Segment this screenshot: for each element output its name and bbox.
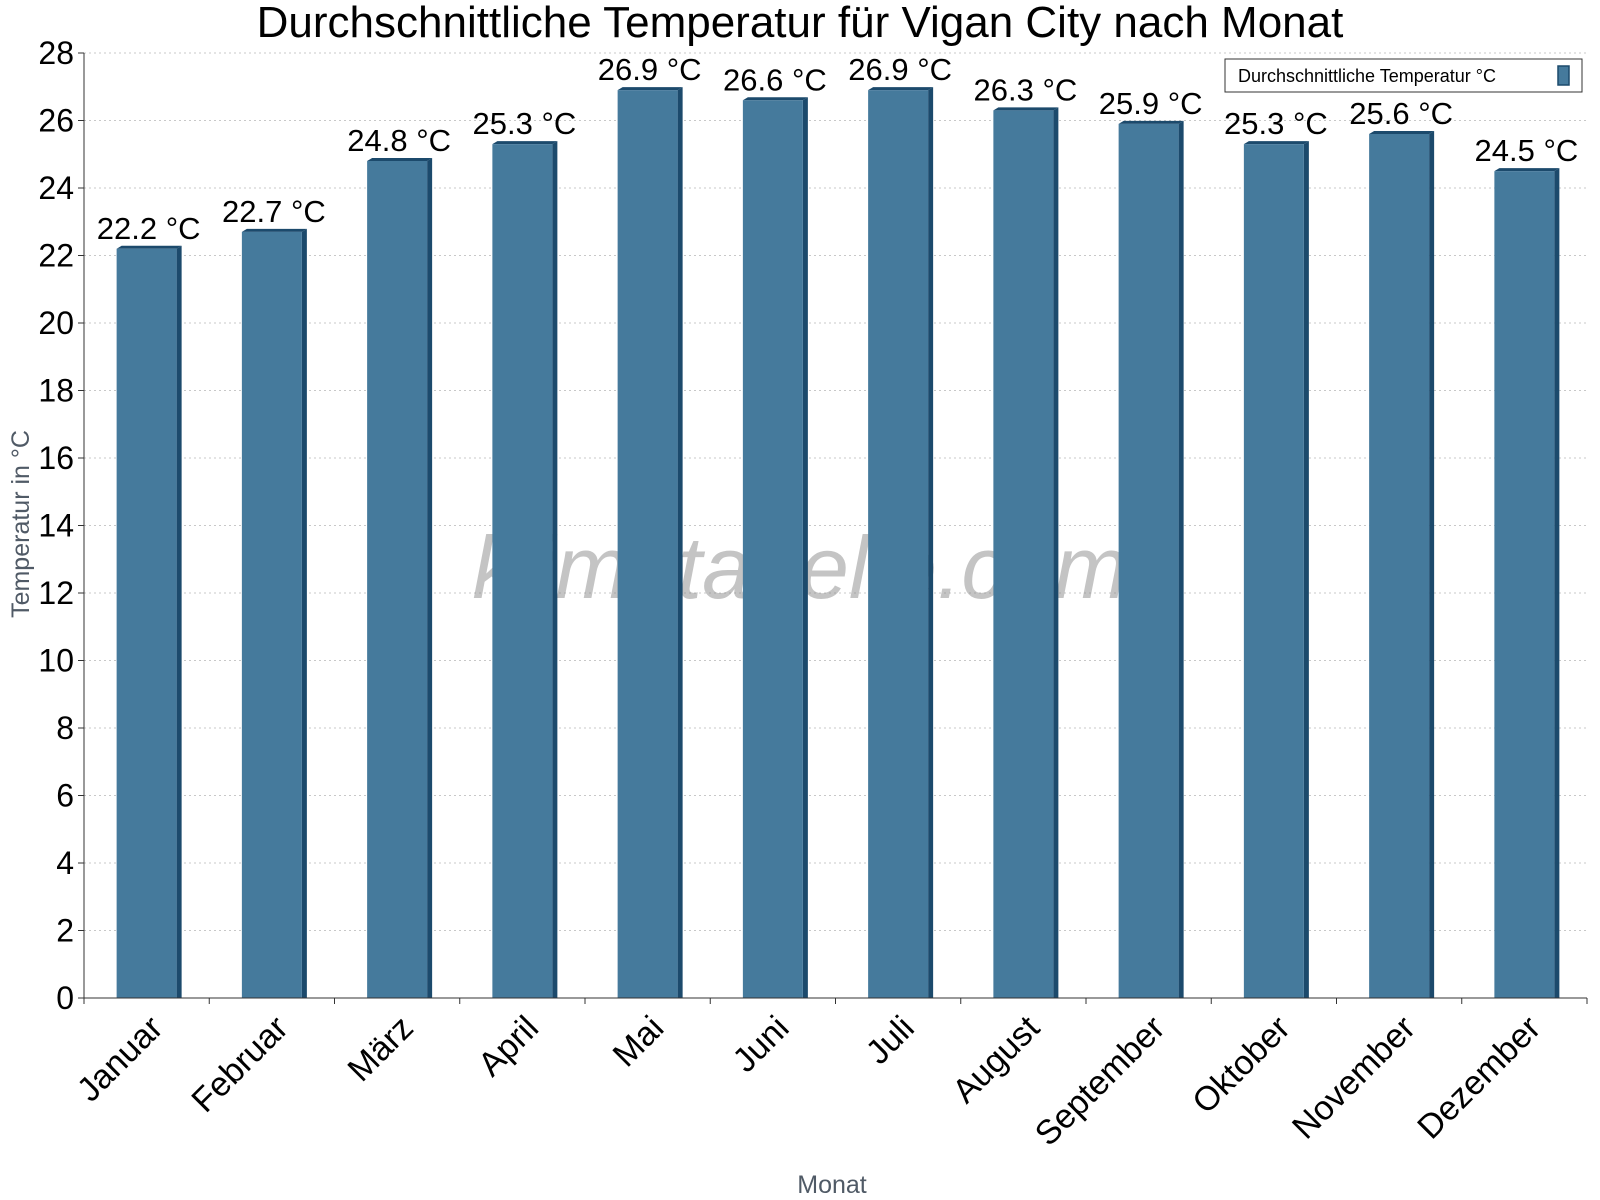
grid-lines [84,52,1587,931]
x-tick-label: August [945,1008,1047,1110]
bar-top [1243,141,1309,145]
bar-top [617,87,683,91]
bar-top [993,107,1059,111]
bar-front [742,100,803,998]
bar-side [552,141,558,998]
bar-front [617,90,678,998]
bar-oktober [1243,141,1309,998]
y-tick-label: 8 [56,710,74,746]
bar-side [1429,131,1435,998]
y-tick-label: 24 [38,170,74,206]
bar-side [427,158,433,998]
bar-januar [116,245,182,998]
bar-side [1554,168,1560,998]
bar-top [1369,131,1435,134]
bar-top [1118,120,1184,124]
bar-front [492,144,553,998]
data-label: 26.6 °C [723,62,827,97]
x-tick-label: April [471,1009,546,1084]
y-tick-label: 28 [38,35,74,71]
bar-front [868,90,929,998]
y-tick-label: 12 [38,575,74,611]
bar-juni [742,97,808,998]
data-label: 25.9 °C [1099,86,1203,121]
x-tick-label: Januar [70,1009,170,1109]
legend-swatch [1557,65,1570,86]
x-tick-label: September [1028,1009,1172,1153]
x-tick-label: Oktober [1185,1009,1297,1121]
bar-front [1243,144,1304,998]
legend-box [1224,58,1583,93]
bar-front [1494,171,1555,998]
x-tick-label: Februar [184,1009,295,1120]
bar-top [116,245,182,249]
bar-side [1303,141,1309,998]
data-label: 26.9 °C [848,52,952,87]
bar-side [1053,107,1059,998]
y-tick-label: 18 [38,373,74,409]
data-labels: 22.2 °C 22.7 °C 24.8 °C 25.3 °C 26.9 °C 26.6 … [97,52,1578,246]
bar-front [1369,134,1430,998]
y-tick-label: 2 [56,913,74,949]
y-tick-label: 4 [56,845,74,881]
bar-front [241,231,302,998]
x-tick-label: November [1285,1009,1423,1147]
bar-side [677,87,683,998]
data-label: 25.3 °C [473,106,577,141]
bar-top [492,141,558,145]
bar-februar [241,228,307,998]
bars [116,87,1560,998]
x-tick-label: Juni [726,1009,797,1080]
bar-side [176,245,182,998]
y-tick-label: 6 [56,778,74,814]
bar-front [1118,123,1179,998]
y-tick-label: 22 [38,238,74,274]
y-tick-label: 0 [56,980,74,1016]
bar-top [868,87,934,91]
data-label: 26.9 °C [598,52,702,87]
legend: Durchschnittliche Temperatur °C [1224,58,1583,93]
bar-märz [367,158,433,998]
bar-top [1494,168,1560,172]
bar-side [1178,120,1184,998]
y-tick-label: 26 [38,103,74,139]
x-axis-label: Monat [797,1171,867,1199]
bar-juli [868,87,934,998]
legend-label: Durchschnittliche Temperatur °C [1238,66,1496,86]
bar-top [367,158,433,161]
bar-side [928,87,934,998]
y-tick-label: 10 [38,643,74,679]
bar-front [116,248,177,998]
data-label: 24.5 °C [1475,133,1579,168]
x-tick-label: März [340,1009,420,1089]
data-label: 22.7 °C [222,194,326,229]
bar-side [802,97,808,998]
y-tick-label: 16 [38,440,74,476]
y-axis-label: Temperatur in °C [7,430,35,618]
x-tick-label: Mai [606,1009,672,1075]
bar-top [742,97,808,101]
data-label: 22.2 °C [97,211,201,246]
bar-side [301,228,307,998]
bar-dezember [1494,168,1560,998]
bar-top [241,228,307,232]
bar-august [993,107,1059,998]
bar-mai [617,87,683,998]
y-tick-label: 14 [38,508,74,544]
bar-front [367,161,428,998]
x-tick-label: Dezember [1410,1009,1548,1147]
y-tick-label: 20 [38,305,74,341]
bar-april [492,141,558,998]
data-label: 25.6 °C [1349,96,1453,131]
bar-september [1118,120,1184,998]
bar-front [993,110,1054,998]
chart-title: Durchschnittliche Temperatur für Vigan C… [257,0,1344,47]
data-label: 25.3 °C [1224,106,1328,141]
data-label: 24.8 °C [347,123,451,158]
x-tick-label: Juli [859,1009,922,1072]
bar-november [1369,131,1435,998]
data-label: 26.3 °C [974,72,1078,107]
